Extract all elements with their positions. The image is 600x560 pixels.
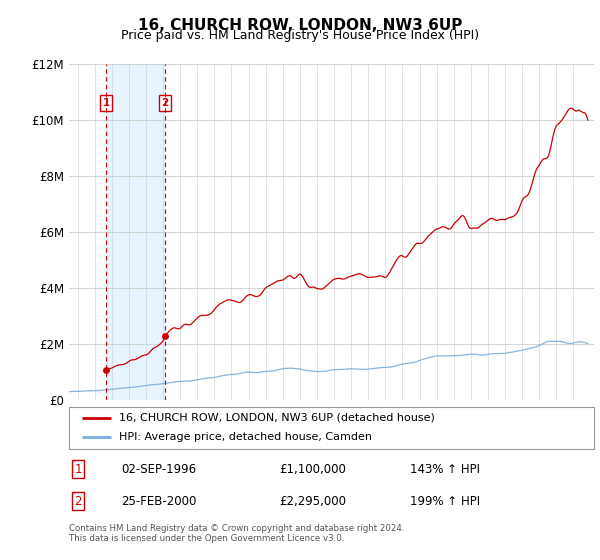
Text: 199% ↑ HPI: 199% ↑ HPI — [410, 494, 481, 508]
Text: 1: 1 — [103, 98, 110, 108]
Text: 1: 1 — [74, 463, 82, 475]
Text: 143% ↑ HPI: 143% ↑ HPI — [410, 463, 480, 475]
FancyBboxPatch shape — [69, 407, 594, 449]
Text: Price paid vs. HM Land Registry's House Price Index (HPI): Price paid vs. HM Land Registry's House … — [121, 29, 479, 42]
Text: 16, CHURCH ROW, LONDON, NW3 6UP (detached house): 16, CHURCH ROW, LONDON, NW3 6UP (detache… — [119, 413, 435, 423]
Text: 16, CHURCH ROW, LONDON, NW3 6UP: 16, CHURCH ROW, LONDON, NW3 6UP — [138, 18, 462, 33]
Text: Contains HM Land Registry data © Crown copyright and database right 2024.
This d: Contains HM Land Registry data © Crown c… — [69, 524, 404, 543]
Text: 25-FEB-2000: 25-FEB-2000 — [121, 494, 197, 508]
Text: HPI: Average price, detached house, Camden: HPI: Average price, detached house, Camd… — [119, 432, 372, 442]
Text: 02-SEP-1996: 02-SEP-1996 — [121, 463, 197, 475]
Bar — [106, 64, 165, 400]
Text: 2: 2 — [74, 494, 82, 508]
Text: £2,295,000: £2,295,000 — [279, 494, 346, 508]
Text: 2: 2 — [161, 98, 169, 108]
Text: £1,100,000: £1,100,000 — [279, 463, 346, 475]
